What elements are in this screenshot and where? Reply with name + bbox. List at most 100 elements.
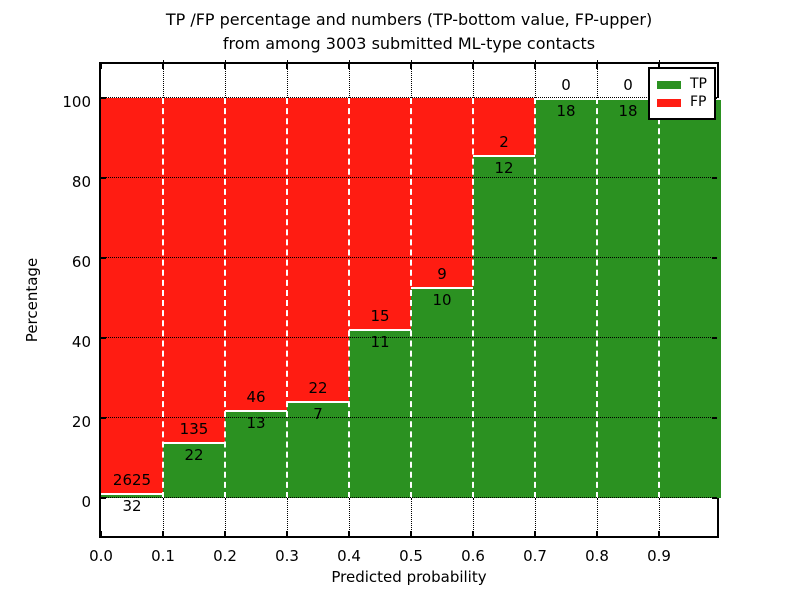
x-tickmark-top (596, 64, 598, 69)
legend-swatch-icon (657, 98, 681, 107)
x-tickmark-bottom (100, 531, 102, 536)
bar-tp-count-label: 32 (122, 497, 142, 516)
gridline-horizontal (101, 417, 717, 418)
x-tickmark-top (348, 64, 350, 69)
y-tick-label: 0 (81, 493, 91, 511)
gridline-vertical-low (659, 498, 660, 536)
x-tick-label: 0.2 (213, 547, 237, 565)
bar-fp-count-label: 2 (499, 133, 509, 152)
bar-fp-segment (287, 98, 349, 402)
bar-tp-segment (163, 441, 225, 498)
x-tick-label: 0.3 (275, 547, 299, 565)
gridline-vertical-high (225, 60, 226, 98)
y-tickmark-left (101, 97, 106, 99)
gridline-vertical-low (225, 498, 226, 536)
legend-label: FP (690, 94, 707, 110)
x-tickmark-bottom (410, 531, 412, 536)
bar-separator-dashed (534, 98, 536, 498)
bar-separator-dashed (410, 98, 412, 498)
bar-tp-segment (411, 287, 473, 498)
bar-fp-segment (225, 98, 287, 410)
y-tickmark-right (712, 497, 717, 499)
x-tick-label: 0.9 (647, 547, 671, 565)
gridline-vertical-high (473, 60, 474, 98)
gridline-horizontal (101, 177, 717, 178)
bar-tp-segment (349, 328, 411, 498)
bar-tp-segment (535, 98, 597, 498)
y-tick-label: 60 (71, 253, 91, 271)
gridline-vertical-low (163, 498, 164, 536)
gridline-vertical-high (411, 60, 412, 98)
x-tick-label: 0.4 (337, 547, 361, 565)
x-tickmark-top (224, 64, 226, 69)
bar-tp-count-label: 18 (618, 102, 638, 120)
bar-tp-segment (597, 98, 659, 498)
x-tickmark-top (100, 64, 102, 69)
x-tickmark-bottom (472, 531, 474, 536)
x-tickmark-bottom (348, 531, 350, 536)
chart-title: TP /FP percentage and numbers (TP-bottom… (99, 8, 719, 56)
y-tickmark-right (712, 417, 717, 419)
gridline-vertical-high (597, 60, 598, 98)
bar-tp-segment (473, 155, 535, 498)
gridline-vertical-low (411, 498, 412, 536)
gridline-vertical-high (535, 60, 536, 98)
bar-fp-count-label: 22 (308, 379, 328, 398)
x-tick-label: 0.5 (399, 547, 423, 565)
bar-tp-count-label: 11 (370, 332, 390, 351)
x-tick-label: 0.1 (151, 547, 175, 565)
y-tick-label: 40 (71, 333, 91, 351)
legend-label: TP (690, 76, 707, 92)
y-tickmark-right (712, 257, 717, 259)
x-tick-label: 0.7 (523, 547, 547, 565)
gridline-vertical-low (349, 498, 350, 536)
bar-fp-segment (473, 98, 535, 156)
bar-fp-segment (163, 98, 225, 442)
x-tick-label: 0.0 (89, 547, 113, 565)
legend: TP FP (648, 67, 716, 120)
x-tickmark-bottom (224, 531, 226, 536)
x-tickmark-top (472, 64, 474, 69)
bar-tp-count-label: 10 (432, 291, 452, 310)
x-tickmark-bottom (596, 531, 598, 536)
x-tickmark-bottom (162, 531, 164, 536)
bar-tp-count-label: 13 (246, 413, 266, 432)
y-tickmark-left (101, 177, 106, 179)
x-tickmark-bottom (534, 531, 536, 536)
gridline-horizontal (101, 337, 717, 338)
bar-separator-dashed (472, 98, 474, 498)
bar-separator-dashed (162, 98, 164, 498)
gridline-vertical-low (287, 498, 288, 536)
x-tickmark-top (534, 64, 536, 69)
x-tickmark-bottom (286, 531, 288, 536)
bar-tp-segment (101, 493, 163, 498)
x-tickmark-bottom (658, 531, 660, 536)
x-tick-label: 0.6 (461, 547, 485, 565)
bar-fp-count-label: 15 (370, 306, 390, 325)
bar-fp-count-label: 46 (246, 387, 266, 406)
gridline-horizontal (101, 497, 717, 498)
chart-title-line-2: from among 3003 submitted ML-type contac… (222, 34, 596, 53)
gridline-vertical-low (597, 498, 598, 536)
gridline-horizontal (101, 97, 717, 98)
bar-fp-count-label: 0 (623, 76, 633, 94)
gridline-vertical-low (473, 498, 474, 536)
gridline-vertical-low (535, 498, 536, 536)
y-tick-label: 20 (71, 413, 91, 431)
bar-tp-count-label: 12 (494, 159, 514, 178)
y-tickmark-left (101, 337, 106, 339)
x-tickmark-top (286, 64, 288, 69)
bar-tp-segment (225, 409, 287, 498)
y-tickmark-right (712, 177, 717, 179)
bar-fp-segment (349, 98, 411, 329)
x-tickmark-top (658, 64, 660, 69)
bar-separator-dashed (596, 98, 598, 498)
x-tick-label: 0.8 (585, 547, 609, 565)
x-tickmark-top (162, 64, 164, 69)
bar-separator-dashed (286, 98, 288, 498)
y-tickmark-left (101, 497, 106, 499)
bar-tp-count-label: 22 (184, 445, 204, 464)
legend-swatch-icon (657, 80, 681, 89)
bar-fp-count-label: 0 (561, 76, 571, 94)
